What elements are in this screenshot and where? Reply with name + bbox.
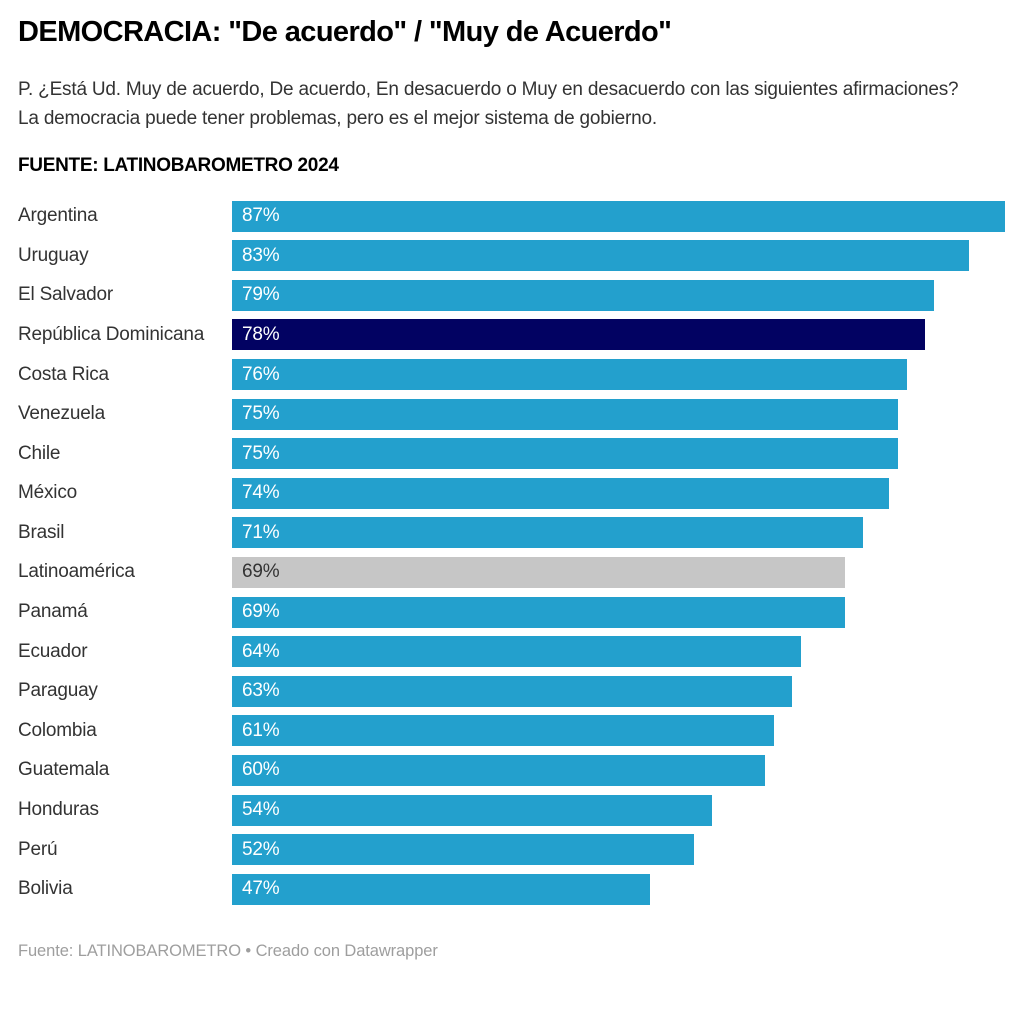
bar-track: 79% bbox=[232, 279, 1005, 311]
value-bar: 79% bbox=[232, 279, 934, 311]
chart-title: DEMOCRACIA: "De acuerdo" / "Muy de Acuer… bbox=[18, 16, 672, 48]
value-bar: 63% bbox=[232, 675, 792, 707]
value-label: 87% bbox=[242, 205, 280, 227]
country-label: Colombia bbox=[18, 719, 97, 741]
value-bar: 61% bbox=[232, 715, 774, 747]
country-label: Guatemala bbox=[18, 759, 110, 781]
value-label: 75% bbox=[242, 403, 280, 425]
country-label: Panamá bbox=[18, 601, 88, 623]
country-label: México bbox=[18, 482, 77, 504]
bar-track: 71% bbox=[232, 517, 1005, 549]
value-label: 69% bbox=[242, 601, 280, 623]
value-bar: 47% bbox=[232, 873, 650, 905]
value-label: 60% bbox=[242, 759, 280, 781]
value-bar: 74% bbox=[232, 477, 890, 509]
value-bar: 52% bbox=[232, 834, 695, 866]
country-label: Latinoamérica bbox=[18, 561, 135, 583]
country-label: Venezuela bbox=[18, 403, 105, 425]
bar-track: 54% bbox=[232, 794, 1005, 826]
value-bar: 60% bbox=[232, 754, 766, 786]
bar-track: 76% bbox=[232, 359, 1005, 391]
bar-track: 63% bbox=[232, 675, 1005, 707]
bar-row: Chile 75% bbox=[18, 434, 1005, 474]
value-label: 79% bbox=[242, 284, 280, 306]
value-label: 83% bbox=[242, 244, 280, 266]
bar-track: 47% bbox=[232, 873, 1005, 905]
country-label: Brasil bbox=[18, 521, 65, 543]
bar-row: Argentina 87% bbox=[18, 196, 1005, 236]
bar-track: 75% bbox=[232, 438, 1005, 470]
bar-row: Ecuador 64% bbox=[18, 632, 1005, 672]
country-label: Perú bbox=[18, 838, 58, 860]
value-bar: 54% bbox=[232, 794, 712, 826]
bar-track: 52% bbox=[232, 834, 1005, 866]
bar-track: 64% bbox=[232, 636, 1005, 668]
value-bar: 76% bbox=[232, 359, 908, 391]
bar-track: 75% bbox=[232, 398, 1005, 430]
value-label: 52% bbox=[242, 838, 280, 860]
bar-row: Perú 52% bbox=[18, 830, 1005, 870]
value-label: 47% bbox=[242, 878, 280, 900]
chart-attribution: Fuente: LATINOBAROMETRO • Creado con Dat… bbox=[18, 942, 438, 961]
country-label: Costa Rica bbox=[18, 363, 109, 385]
value-label: 75% bbox=[242, 442, 280, 464]
value-label: 63% bbox=[242, 680, 280, 702]
country-label: Honduras bbox=[18, 799, 99, 821]
value-label: 64% bbox=[242, 640, 280, 662]
bar-row: República Dominicana 78% bbox=[18, 315, 1005, 355]
value-bar: 71% bbox=[232, 517, 863, 549]
value-label: 71% bbox=[242, 521, 280, 543]
bar-row: Latinoamérica 69% bbox=[18, 553, 1005, 593]
country-label: Paraguay bbox=[18, 680, 98, 702]
value-label: 76% bbox=[242, 363, 280, 385]
value-label: 69% bbox=[242, 561, 280, 583]
bar-track: 61% bbox=[232, 715, 1005, 747]
value-bar: 78% bbox=[232, 319, 926, 351]
bar-row: El Salvador 79% bbox=[18, 276, 1005, 316]
bar-track: 83% bbox=[232, 240, 1005, 272]
bar-track: 69% bbox=[232, 596, 1005, 628]
country-label: Chile bbox=[18, 442, 61, 464]
bar-track: 69% bbox=[232, 556, 1005, 588]
bar-chart: Argentina 87% Uruguay 83% El Salvador 79… bbox=[18, 196, 1005, 909]
bar-track: 74% bbox=[232, 477, 1005, 509]
bar-track: 87% bbox=[232, 200, 1005, 232]
bar-row: Honduras 54% bbox=[18, 790, 1005, 830]
value-bar: 75% bbox=[232, 398, 899, 430]
value-bar: 87% bbox=[232, 200, 1005, 232]
value-label: 61% bbox=[242, 719, 280, 741]
bar-row: Costa Rica 76% bbox=[18, 355, 1005, 395]
bar-row: Paraguay 63% bbox=[18, 671, 1005, 711]
bar-row: México 74% bbox=[18, 474, 1005, 514]
source-note: FUENTE: LATINOBAROMETRO 2024 bbox=[18, 155, 339, 177]
bar-track: 60% bbox=[232, 754, 1005, 786]
chart-description: P. ¿Está Ud. Muy de acuerdo, De acuerdo,… bbox=[18, 79, 959, 130]
country-label: Argentina bbox=[18, 205, 98, 227]
value-label: 74% bbox=[242, 482, 280, 504]
country-label: Bolivia bbox=[18, 878, 73, 900]
value-bar: 69% bbox=[232, 596, 846, 628]
bar-row: Colombia 61% bbox=[18, 711, 1005, 751]
value-bar: 69% bbox=[232, 556, 846, 588]
value-label: 54% bbox=[242, 799, 280, 821]
country-label: Ecuador bbox=[18, 640, 88, 662]
chart-rows: Argentina 87% Uruguay 83% El Salvador 79… bbox=[18, 196, 1005, 909]
value-label: 78% bbox=[242, 323, 280, 345]
value-bar: 64% bbox=[232, 636, 801, 668]
bar-row: Bolivia 47% bbox=[18, 869, 1005, 909]
bar-row: Guatemala 60% bbox=[18, 751, 1005, 791]
bar-row: Venezuela 75% bbox=[18, 394, 1005, 434]
bar-row: Brasil 71% bbox=[18, 513, 1005, 553]
value-bar: 75% bbox=[232, 438, 899, 470]
value-bar: 83% bbox=[232, 240, 970, 272]
bar-row: Panamá 69% bbox=[18, 592, 1005, 632]
country-label: El Salvador bbox=[18, 284, 113, 306]
country-label: República Dominicana bbox=[18, 323, 205, 345]
country-label: Uruguay bbox=[18, 244, 89, 266]
bar-track: 78% bbox=[232, 319, 1005, 351]
bar-row: Uruguay 83% bbox=[18, 236, 1005, 276]
